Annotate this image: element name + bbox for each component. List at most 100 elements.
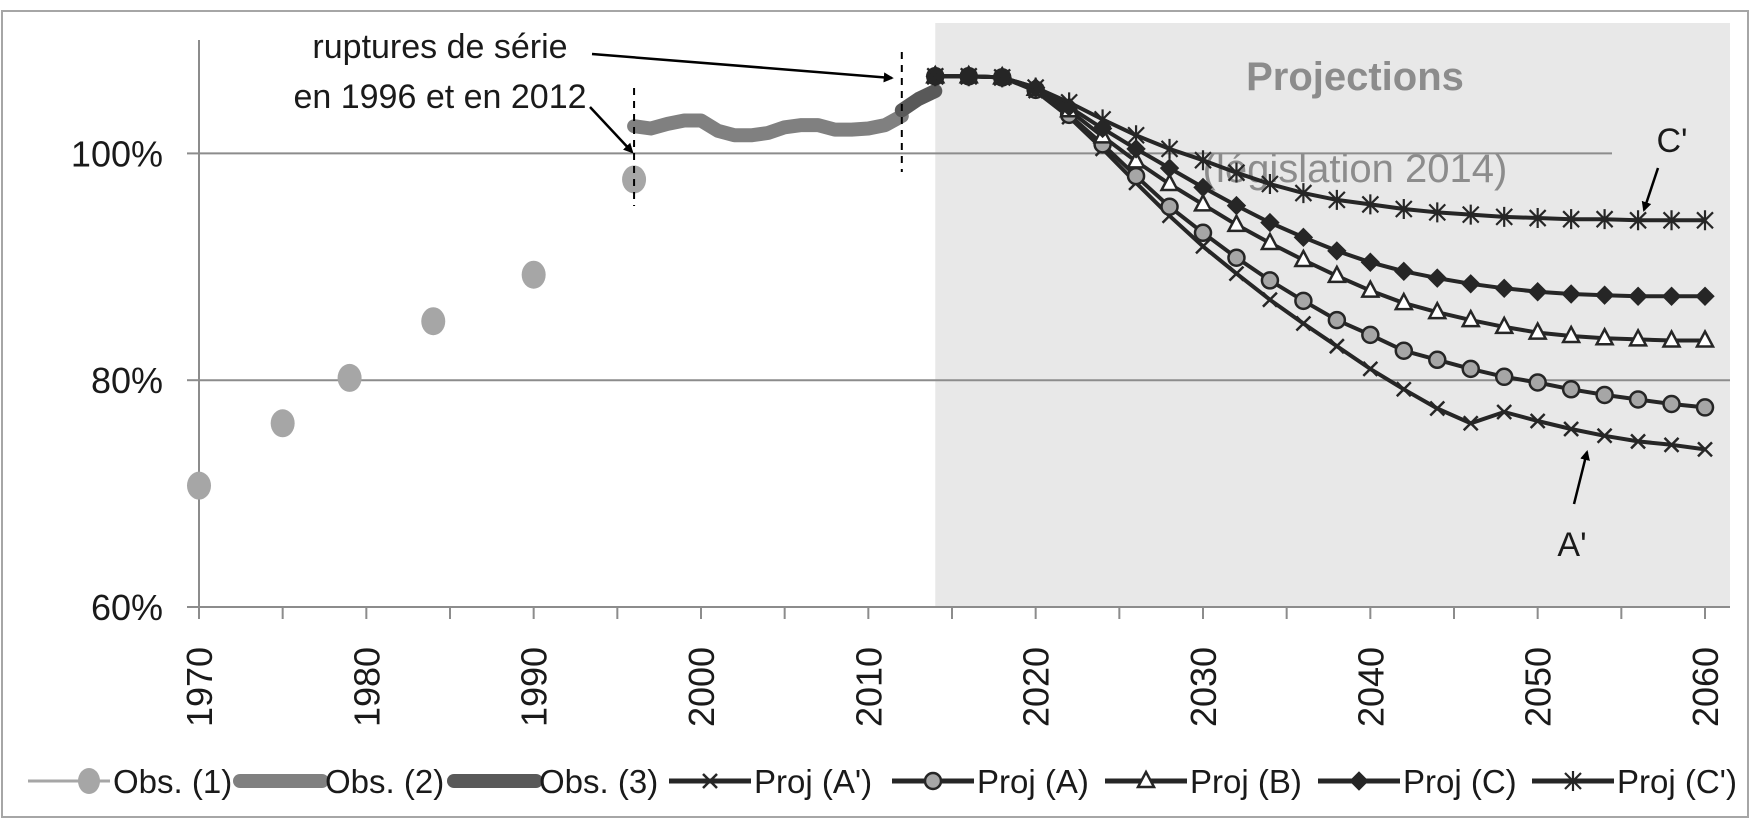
series-obs-1 xyxy=(187,165,647,500)
data-point xyxy=(1294,183,1313,204)
legend-item-proj-c: Proj (C') xyxy=(1532,763,1737,800)
data-point xyxy=(1594,326,1615,346)
data-point xyxy=(1461,359,1480,379)
projection-sublabel: (législation 2014) xyxy=(1203,147,1508,191)
data-point xyxy=(1696,210,1714,231)
data-point xyxy=(1594,285,1615,305)
x-tick-label: 2040 xyxy=(1350,647,1391,727)
data-point xyxy=(1561,284,1581,304)
data-point xyxy=(1630,433,1646,450)
data-point xyxy=(1327,310,1347,330)
legend-swatch-marker xyxy=(1135,769,1157,789)
data-point xyxy=(1360,252,1381,272)
legend-item-proj-c: Proj (C) xyxy=(1318,763,1517,800)
break-annotation-line1: ruptures de série xyxy=(312,28,567,66)
data-point xyxy=(1663,436,1680,453)
data-point xyxy=(1528,208,1547,229)
data-point xyxy=(1394,341,1414,360)
data-point xyxy=(1360,278,1381,298)
data-point xyxy=(1527,282,1548,302)
data-point xyxy=(1596,427,1613,444)
series-line xyxy=(627,109,909,143)
y-tick-label: 80% xyxy=(91,360,163,401)
a-prime-arrow xyxy=(1572,450,1590,505)
data-point xyxy=(1293,248,1314,268)
data-point xyxy=(1628,390,1648,409)
data-point xyxy=(1495,206,1513,227)
data-point xyxy=(270,409,295,438)
data-point xyxy=(1628,286,1648,306)
data-point xyxy=(993,67,1011,88)
data-point xyxy=(1226,213,1247,233)
data-point xyxy=(1160,138,1179,159)
data-point xyxy=(1662,210,1681,231)
data-point xyxy=(1561,324,1582,344)
data-point xyxy=(1327,241,1347,261)
data-point xyxy=(1661,328,1682,348)
data-point xyxy=(1528,373,1547,392)
data-point xyxy=(1429,400,1446,417)
data-point xyxy=(926,66,945,87)
data-point xyxy=(1394,261,1414,282)
data-point xyxy=(1461,274,1481,294)
x-tick-label: 2060 xyxy=(1685,647,1726,727)
data-point xyxy=(1695,286,1715,306)
data-point xyxy=(1227,162,1246,183)
data-point xyxy=(1697,441,1713,458)
data-point xyxy=(1261,174,1279,195)
series-line xyxy=(894,84,943,118)
data-point xyxy=(1193,223,1213,243)
data-point xyxy=(337,363,362,392)
c-prime-arrow xyxy=(1641,167,1660,212)
data-point xyxy=(1295,315,1312,332)
data-point xyxy=(1259,231,1281,251)
data-point xyxy=(1494,315,1515,335)
x-tick-label: 1980 xyxy=(346,647,387,727)
data-point xyxy=(1260,212,1280,233)
data-point xyxy=(1462,415,1479,432)
data-point xyxy=(1494,278,1514,299)
legend-label: Obs. (3) xyxy=(539,763,658,800)
legend-swatch-marker xyxy=(78,768,100,794)
x-tick-label: 1970 xyxy=(179,647,220,727)
series-obs-2 xyxy=(627,109,909,143)
c-prime-label: C' xyxy=(1656,122,1687,160)
data-point xyxy=(1562,209,1580,230)
legend-swatch-marker xyxy=(923,771,943,791)
data-point xyxy=(1159,172,1180,192)
legend-item-obs-3: Obs. (3) xyxy=(447,763,658,800)
y-tick-label: 100% xyxy=(71,133,163,174)
data-point xyxy=(1529,413,1546,429)
break-arrow-1996 xyxy=(589,106,634,154)
data-point xyxy=(1260,271,1280,290)
data-point xyxy=(421,307,446,336)
x-tick-label: 2050 xyxy=(1518,647,1559,727)
data-point xyxy=(1629,210,1647,231)
series-proj-c xyxy=(926,66,1714,231)
data-point xyxy=(1561,380,1581,399)
legend-label: Proj (B) xyxy=(1190,763,1302,800)
x-tick-label: 1990 xyxy=(514,647,555,727)
data-point xyxy=(1192,192,1214,212)
data-point xyxy=(1395,381,1412,398)
data-point xyxy=(1026,77,1045,98)
data-point xyxy=(1428,202,1447,223)
data-point xyxy=(1262,291,1278,308)
data-point xyxy=(1293,227,1314,248)
data-point xyxy=(1393,291,1414,311)
data-point xyxy=(1328,189,1346,210)
projection-label: Projections xyxy=(1246,55,1464,99)
data-point xyxy=(1427,268,1447,288)
data-point xyxy=(1294,291,1313,311)
legend-swatch-marker xyxy=(1564,771,1582,791)
series-line xyxy=(935,74,1705,223)
data-point xyxy=(1126,139,1146,159)
data-point xyxy=(959,66,978,87)
data-point xyxy=(1226,195,1247,216)
data-point xyxy=(1627,327,1649,347)
legend-label: Proj (A') xyxy=(754,763,872,800)
data-point xyxy=(1661,286,1682,306)
legend-item-proj-a: Proj (A) xyxy=(892,763,1089,800)
data-point xyxy=(521,260,546,289)
